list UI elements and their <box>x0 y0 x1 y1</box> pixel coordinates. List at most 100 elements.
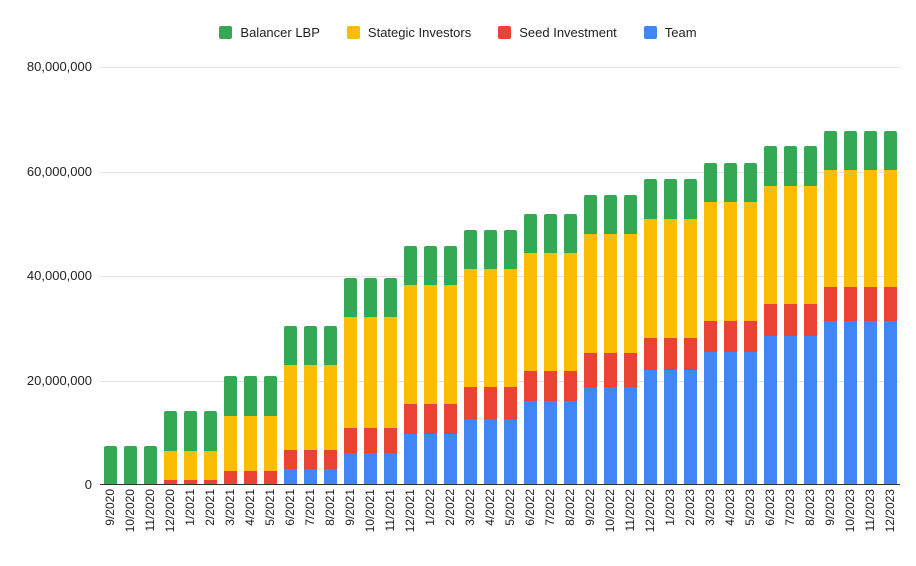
bar-segment <box>743 321 757 353</box>
bar-segment <box>683 179 697 219</box>
bar-segment <box>523 253 537 371</box>
bar-segment <box>403 245 417 285</box>
legend-item: Seed Investment <box>498 25 617 40</box>
x-axis-tick-label: 11/2020 <box>142 489 157 532</box>
bar-segment <box>383 427 397 453</box>
bar-slot <box>760 67 780 485</box>
bar-segment <box>483 230 497 270</box>
legend-label: Team <box>664 24 697 40</box>
bar-segment <box>343 452 357 485</box>
x-label-slot: 4/2021 <box>240 489 260 551</box>
x-axis-tick-label: 10/2020 <box>122 489 137 533</box>
bar-slot <box>840 67 860 485</box>
bar-segment <box>283 450 297 470</box>
bar-segment <box>843 286 857 321</box>
bar-slot <box>140 67 160 485</box>
bar-segment <box>323 469 337 485</box>
bar-segment <box>663 338 677 370</box>
stacked-bar <box>143 445 157 485</box>
bar-segment <box>703 321 717 353</box>
bar-slot <box>220 67 240 485</box>
bar-slot <box>680 67 700 485</box>
bar-slot <box>540 67 560 485</box>
bar-segment <box>803 304 817 337</box>
bar-segment <box>323 365 337 450</box>
bar-segment <box>803 146 817 186</box>
stacked-bar <box>263 376 277 485</box>
x-label-slot: 12/2022 <box>640 489 660 551</box>
stacked-bar <box>423 245 437 485</box>
bar-segment <box>723 162 737 202</box>
bar-segment <box>263 470 277 485</box>
bar-segment <box>243 415 257 471</box>
bar-segment <box>323 450 337 470</box>
bar-segment <box>823 169 837 287</box>
x-label-slot: 10/2020 <box>120 489 140 551</box>
x-axis-tick-label: 12/2020 <box>162 489 177 533</box>
bar-slot <box>240 67 260 485</box>
bar-segment <box>763 185 777 305</box>
x-label-slot: 12/2023 <box>880 489 900 551</box>
bar-segment <box>203 450 217 480</box>
bar-segment <box>783 336 797 485</box>
bar-segment <box>343 278 357 318</box>
bar-segment <box>843 320 857 485</box>
x-label-slot: 8/2021 <box>320 489 340 551</box>
bar-slot <box>440 67 460 485</box>
x-label-slot: 3/2022 <box>460 489 480 551</box>
legend-label: Stategic Investors <box>367 24 472 40</box>
x-label-slot: 11/2021 <box>380 489 400 551</box>
bar-slot <box>480 67 500 485</box>
bar-segment <box>383 278 397 318</box>
bars-container <box>100 67 900 485</box>
stacked-bar <box>843 130 857 485</box>
x-axis-tick-label: 3/2022 <box>462 489 477 526</box>
bar-segment <box>803 336 817 485</box>
bar-segment <box>743 162 757 202</box>
bar-slot <box>820 67 840 485</box>
bar-segment <box>643 179 657 219</box>
x-axis-tick-label: 4/2023 <box>722 489 737 526</box>
x-label-slot: 3/2021 <box>220 489 240 551</box>
plot-area <box>100 67 900 485</box>
bar-segment <box>363 278 377 318</box>
bar-segment <box>783 304 797 337</box>
bar-segment <box>663 369 677 485</box>
bar-segment <box>623 194 637 234</box>
stacked-bar <box>243 376 257 485</box>
stacked-bar <box>183 411 197 485</box>
stacked-bar <box>503 230 517 485</box>
x-axis-tick-label: 12/2021 <box>402 489 417 533</box>
bar-segment <box>443 403 457 434</box>
gridline <box>100 171 900 173</box>
x-label-slot: 7/2022 <box>540 489 560 551</box>
bar-slot <box>360 67 380 485</box>
bar-segment <box>483 386 497 419</box>
x-label-slot: 9/2022 <box>580 489 600 551</box>
x-axis-tick-label: 8/2021 <box>322 489 337 526</box>
bar-segment <box>743 352 757 485</box>
bar-slot <box>400 67 420 485</box>
bar-segment <box>243 376 257 416</box>
bar-segment <box>823 286 837 321</box>
x-axis-tick-label: 9/2021 <box>342 489 357 526</box>
bar-slot <box>180 67 200 485</box>
bar-segment <box>303 450 317 470</box>
stacked-bar <box>523 213 537 485</box>
legend-item: Stategic Investors <box>346 24 472 40</box>
stacked-bar <box>783 146 797 485</box>
bar-segment <box>563 401 577 485</box>
bar-segment <box>683 369 697 485</box>
bar-segment <box>563 253 577 371</box>
stacked-bar <box>703 162 717 485</box>
bar-segment <box>863 320 877 485</box>
x-axis-tick-label: 5/2022 <box>502 489 517 526</box>
bar-segment <box>823 320 837 485</box>
bar-segment <box>403 284 417 404</box>
bar-segment <box>603 386 617 485</box>
bar-segment <box>723 201 737 322</box>
bar-segment <box>363 427 377 453</box>
bar-segment <box>743 201 757 322</box>
x-axis-tick-label: 11/2023 <box>862 489 877 532</box>
x-label-slot: 2/2021 <box>200 489 220 551</box>
